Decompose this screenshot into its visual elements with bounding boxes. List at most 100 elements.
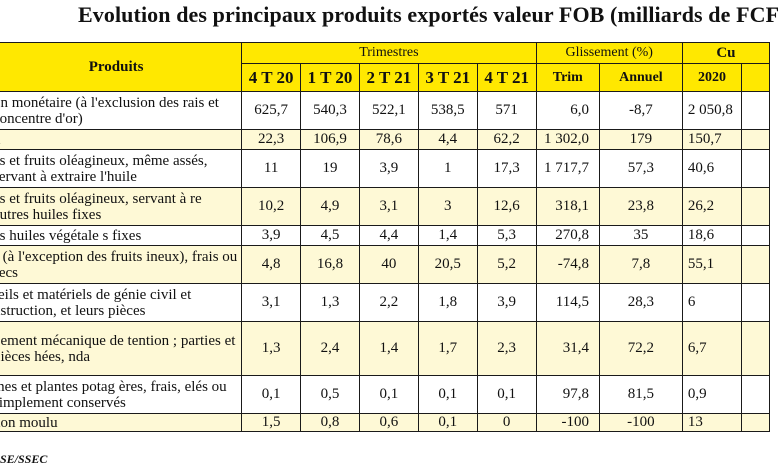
header-cumul: Cu <box>681 42 771 64</box>
quarter-value: 4,8 <box>241 245 302 284</box>
table-row: on monétaire (à l'exclusion des rais et … <box>0 91 770 130</box>
header-cumul-2020: 2020 <box>681 63 743 92</box>
quarter-value: 540,3 <box>300 91 360 130</box>
quarter-value: 17,3 <box>476 149 537 188</box>
quarter-value: 19 <box>300 149 360 188</box>
glissement-trim-value: 6,0 <box>535 91 601 130</box>
quarter-value: 106,9 <box>300 129 360 150</box>
cumul-2020-value: 55,1 <box>681 245 743 284</box>
quarter-value: 538,5 <box>417 91 478 130</box>
product-label: s (à l'exception des fruits ineux), frai… <box>0 245 243 284</box>
quarter-value: 3,1 <box>241 283 302 322</box>
quarter-value: 3,1 <box>358 187 419 226</box>
product-label: pement mécanique de tention ; parties et… <box>0 321 243 376</box>
table-row: s (à l'exception des fruits ineux), frai… <box>0 245 770 284</box>
exports-table: Produits Trimestres Glissement (%) Cu 4 … <box>0 42 771 432</box>
quarter-value: 3,9 <box>358 149 419 188</box>
quarter-value: 1,5 <box>241 413 302 432</box>
glissement-trim-value: 1 302,0 <box>535 129 601 150</box>
quarter-value: 1,3 <box>241 321 302 376</box>
quarter-value: 2,4 <box>300 321 360 376</box>
quarter-value: 12,6 <box>476 187 537 226</box>
cumul-2020-value: 150,7 <box>681 129 743 150</box>
glissement-trim-value: -74,8 <box>535 245 601 284</box>
quarter-value: 0,8 <box>300 413 360 432</box>
product-label: mes et plantes potag ères, frais, elés o… <box>0 375 243 414</box>
glissement-annuel-value: 28,3 <box>599 283 683 322</box>
cumul-next-value <box>741 413 770 432</box>
cumul-next-value <box>741 321 770 376</box>
header-cumul-next <box>741 63 770 92</box>
product-label: es et fruits oléagineux, même assés, ser… <box>0 149 243 188</box>
quarter-value: 1,3 <box>300 283 360 322</box>
quarter-value: 5,2 <box>476 245 537 284</box>
glissement-annuel-value: -8,7 <box>599 91 683 130</box>
quarter-value: 11 <box>241 149 302 188</box>
header-quarter: 4 T 21 <box>476 63 537 92</box>
cumul-next-value <box>741 245 770 284</box>
glissement-trim-value: 318,1 <box>535 187 601 226</box>
table-row: es huiles végétale s fixes 3,9 4,5 4,4 1,4 5,… <box>0 225 770 246</box>
quarter-value: 4,5 <box>300 225 360 246</box>
product-label: non moulu <box>0 413 243 432</box>
table-row: es et fruits oléagineux, même assés, ser… <box>0 149 770 188</box>
header-produits: Produits <box>0 42 243 92</box>
quarter-value: 571 <box>476 91 537 130</box>
source-note: SE/SSEC <box>0 452 48 466</box>
glissement-annuel-value: 23,8 <box>599 187 683 226</box>
quarter-value: 4,4 <box>358 225 419 246</box>
cumul-next-value <box>741 91 770 130</box>
quarter-value: 3,9 <box>476 283 537 322</box>
quarter-value: 62,2 <box>476 129 537 150</box>
quarter-value: 1,4 <box>358 321 419 376</box>
cumul-2020-value: 13 <box>681 413 743 432</box>
cumul-next-value <box>741 149 770 188</box>
table-row: es et fruits oléagineux, servant à re au… <box>0 187 770 226</box>
glissement-annuel-value: 7,8 <box>599 245 683 284</box>
cumul-next-value <box>741 129 770 150</box>
glissement-trim-value: 114,5 <box>535 283 601 322</box>
quarter-value: 0,1 <box>241 375 302 414</box>
quarter-value: 0,6 <box>358 413 419 432</box>
quarter-value: 4,4 <box>417 129 478 150</box>
glissement-trim-value: 31,4 <box>535 321 601 376</box>
cumul-next-value <box>741 283 770 322</box>
quarter-value: 625,7 <box>241 91 302 130</box>
quarter-value: 522,1 <box>358 91 419 130</box>
cumul-next-value <box>741 375 770 414</box>
glissement-trim-value: 97,8 <box>535 375 601 414</box>
glissement-trim-value: -100 <box>535 413 601 432</box>
glissement-annuel-value: 179 <box>599 129 683 150</box>
quarter-value: 40 <box>358 245 419 284</box>
product-label: es huiles végétale s fixes <box>0 225 243 246</box>
header-glissement: Glissement (%) <box>535 42 683 64</box>
product-label: es et fruits oléagineux, servant à re au… <box>0 187 243 226</box>
header-quarter: 1 T 20 <box>300 63 360 92</box>
quarter-value: 2,2 <box>358 283 419 322</box>
cumul-2020-value: 6,7 <box>681 321 743 376</box>
quarter-value: 1 <box>417 149 478 188</box>
product-label: n <box>0 129 243 150</box>
table-row: reils et matériels de génie civil et nst… <box>0 283 770 322</box>
quarter-value: 1,7 <box>417 321 478 376</box>
cumul-2020-value: 26,2 <box>681 187 743 226</box>
quarter-value: 0,1 <box>358 375 419 414</box>
quarter-value: 78,6 <box>358 129 419 150</box>
glissement-annuel-value: 57,3 <box>599 149 683 188</box>
quarter-value: 16,8 <box>300 245 360 284</box>
quarter-value: 4,9 <box>300 187 360 226</box>
glissement-annuel-value: 35 <box>599 225 683 246</box>
glissement-trim-value: 1 717,7 <box>535 149 601 188</box>
quarter-value: 5,3 <box>476 225 537 246</box>
quarter-value: 0,1 <box>417 375 478 414</box>
header-quarter: 4 T 20 <box>241 63 302 92</box>
glissement-annuel-value: 81,5 <box>599 375 683 414</box>
cumul-2020-value: 40,6 <box>681 149 743 188</box>
table-row: mes et plantes potag ères, frais, elés o… <box>0 375 770 414</box>
quarter-value: 0 <box>476 413 537 432</box>
quarter-value: 0,1 <box>417 413 478 432</box>
header-quarter: 2 T 21 <box>358 63 419 92</box>
header-quarter: 3 T 21 <box>417 63 478 92</box>
